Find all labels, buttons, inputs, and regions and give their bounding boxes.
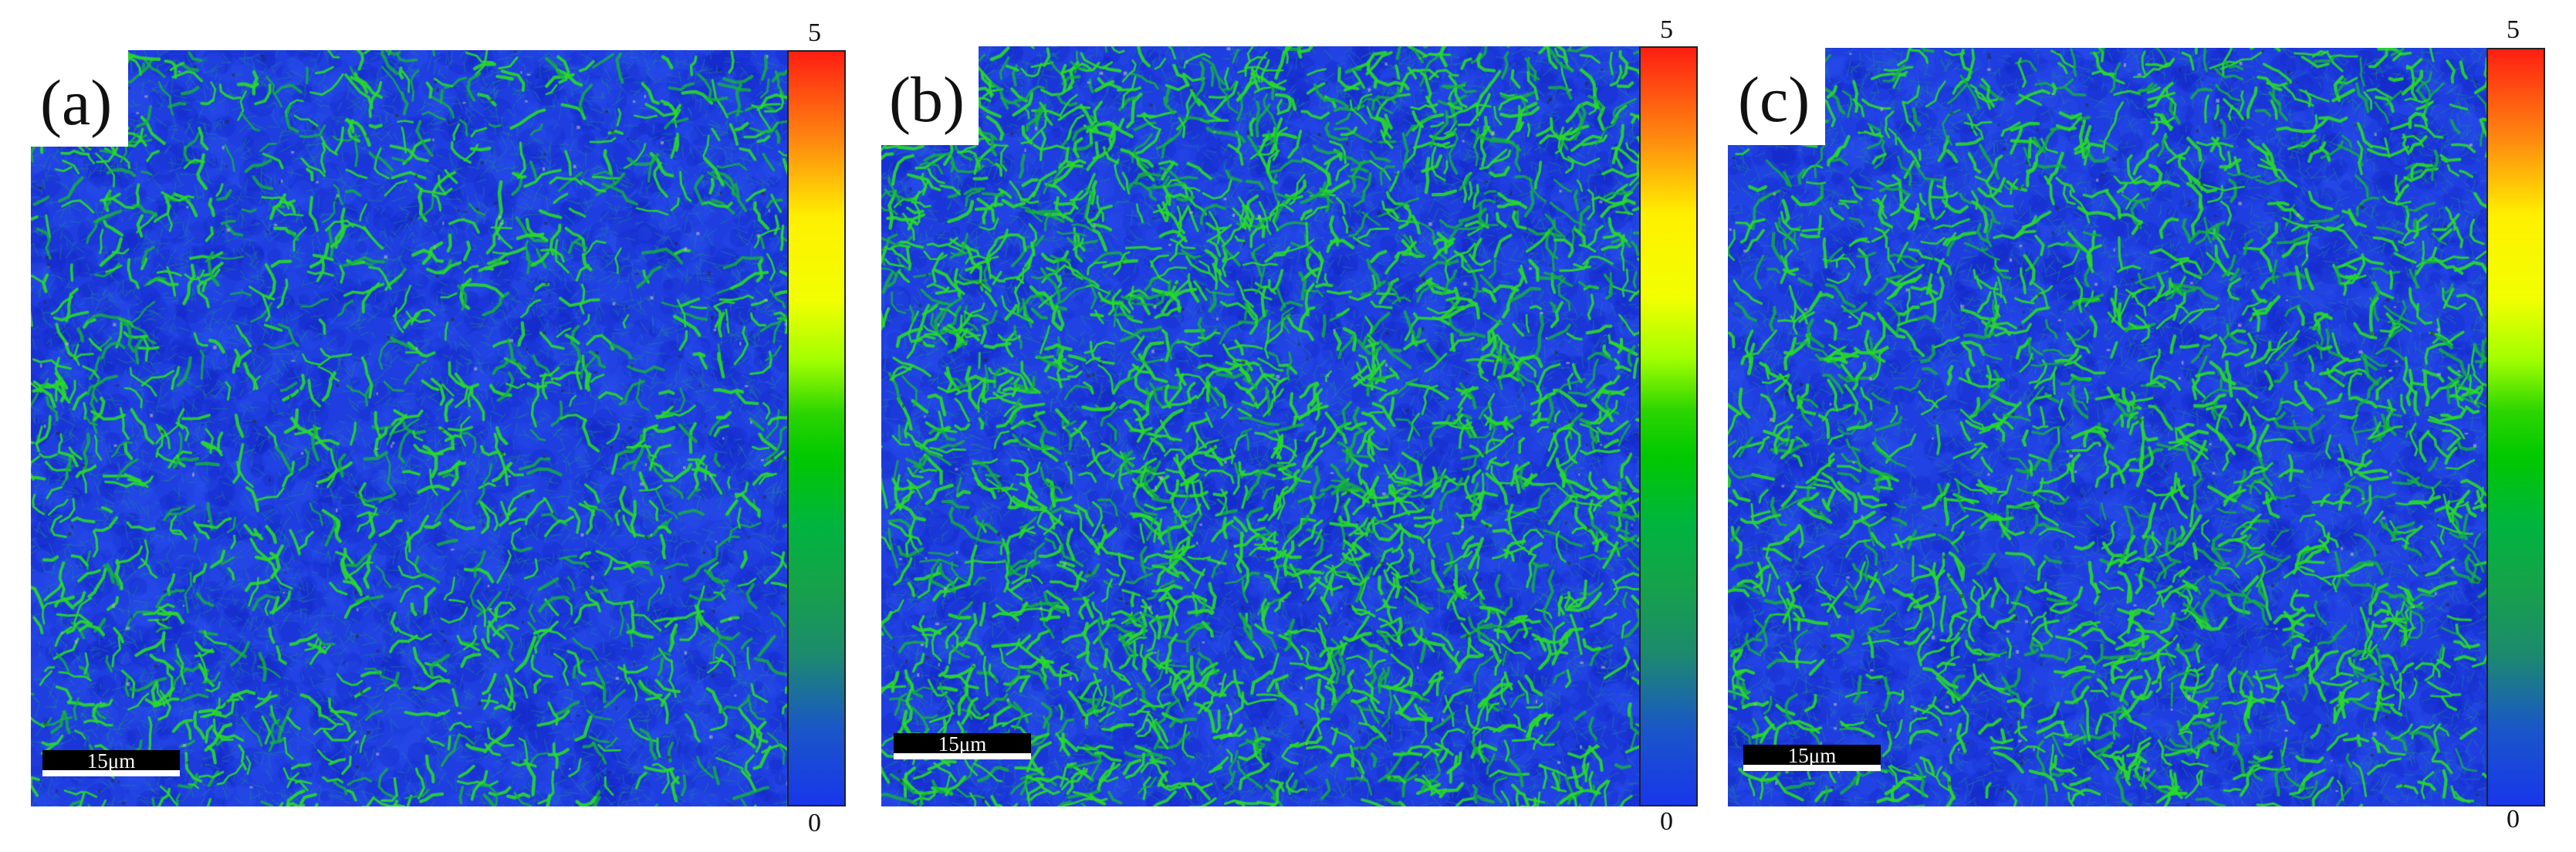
panel-label-a: (a) xyxy=(40,67,113,139)
kam-map-canvas-b xyxy=(881,46,1641,806)
colorbar-min-label-a: 0 xyxy=(808,809,821,837)
colorbar-max-label-a: 5 xyxy=(808,19,821,47)
scale-bar-a: 15μm xyxy=(42,750,180,776)
colorbar-min-label-c: 0 xyxy=(2507,805,2520,833)
scale-bar-text-c: 15μm xyxy=(1787,744,1837,767)
label-box-b xyxy=(881,46,979,145)
scale-bar-text-a: 15μm xyxy=(86,749,136,773)
scale-bar-c: 15μm xyxy=(1743,745,1881,771)
kam-map-canvas-a xyxy=(31,50,787,806)
kam-map-b xyxy=(881,46,1641,806)
scale-bar-line-a xyxy=(42,770,180,776)
kam-map-c xyxy=(1728,48,2488,806)
colorbar-c xyxy=(2486,48,2545,806)
panel-b: (b) 15μm 5 0 xyxy=(868,0,1725,852)
scale-bar-line-c xyxy=(1743,765,1881,771)
kam-map-a xyxy=(31,50,787,806)
colorbar-a xyxy=(787,50,846,806)
kam-map-canvas-c xyxy=(1728,48,2488,806)
panel-label-c: (c) xyxy=(1738,64,1810,136)
colorbar-max-label-b: 5 xyxy=(1660,15,1673,44)
scale-bar-b: 15μm xyxy=(894,733,1031,759)
label-box-a xyxy=(31,50,128,147)
scale-bar-line-b xyxy=(894,753,1031,759)
scale-bar-text-b: 15μm xyxy=(938,732,987,756)
colorbar-b xyxy=(1639,46,1698,806)
panel-label-b: (b) xyxy=(889,64,965,136)
colorbar-min-label-b: 0 xyxy=(1660,807,1673,836)
panel-c: (c) 15μm 5 0 xyxy=(1715,0,2576,852)
panel-a: (a) 15μm 5 0 xyxy=(0,0,864,852)
colorbar-max-label-c: 5 xyxy=(2507,15,2520,44)
label-box-c xyxy=(1728,48,1825,145)
